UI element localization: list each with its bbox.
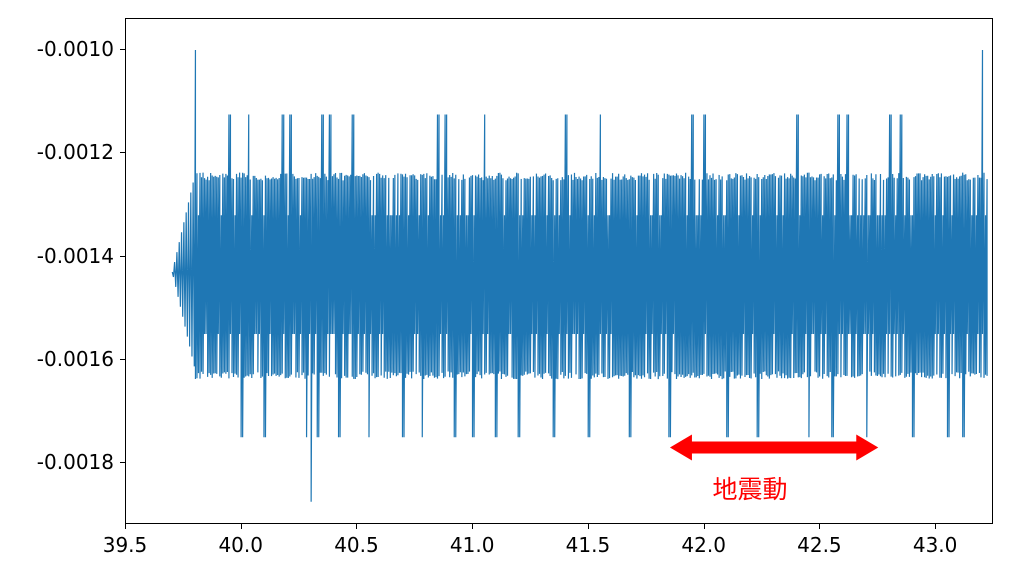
x-tick-mark [472, 524, 473, 529]
y-tick-mark [120, 256, 125, 257]
y-tick-mark [120, 49, 125, 50]
y-tick-label: -0.0010 [37, 37, 114, 61]
y-tick-mark [120, 462, 125, 463]
x-tick-label: 42.5 [797, 533, 842, 557]
x-tick-mark [819, 524, 820, 529]
x-tick-label: 40.5 [334, 533, 379, 557]
waveform-line [172, 50, 987, 502]
y-tick-label: -0.0012 [37, 140, 114, 164]
x-tick-label: 39.5 [103, 533, 148, 557]
waveform-svg [126, 19, 994, 525]
y-tick-label: -0.0018 [37, 450, 114, 474]
y-tick-label: -0.0016 [37, 347, 114, 371]
chart-root: 地震動 39.5 40.0 40.5 41.0 41.5 42.0 42.5 43.0 -0.0… [0, 0, 1024, 576]
x-tick-mark [241, 524, 242, 529]
x-tick-mark [588, 524, 589, 529]
x-tick-label: 40.0 [218, 533, 263, 557]
x-tick-label: 43.0 [913, 533, 958, 557]
x-tick-mark [125, 524, 126, 529]
x-tick-label: 41.5 [566, 533, 611, 557]
x-tick-mark [704, 524, 705, 529]
y-tick-label: -0.0014 [37, 244, 114, 268]
x-tick-mark [935, 524, 936, 529]
x-tick-label: 41.0 [450, 533, 495, 557]
y-tick-mark [120, 359, 125, 360]
annotation-text: 地震動 [712, 470, 787, 506]
y-tick-mark [120, 152, 125, 153]
x-tick-mark [356, 524, 357, 529]
plot-area [125, 18, 993, 524]
x-tick-label: 42.0 [681, 533, 726, 557]
